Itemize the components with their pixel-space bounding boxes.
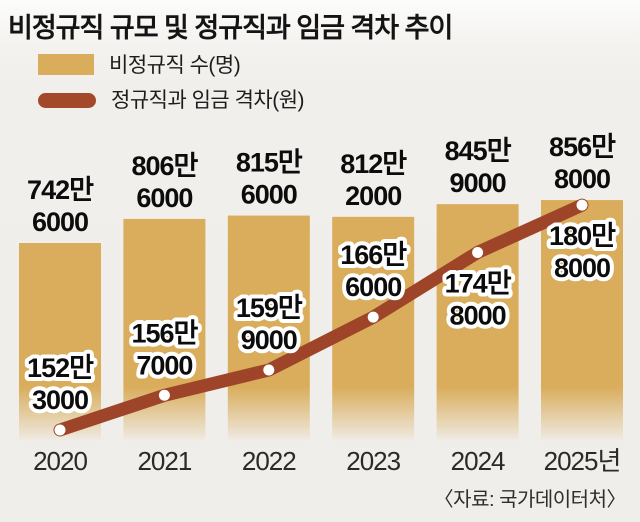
bar-swatch-icon [38,53,94,75]
line-swatch-icon [38,92,96,108]
bar-value-line2: 6000 [241,180,297,210]
line-value-line1: 180만 [549,221,616,251]
x-axis-label-2023: 2023 [346,446,400,476]
x-axis-label-2025: 2025년 [544,446,621,476]
bar-value-line1: 812만 [340,149,407,179]
data-point-2021 [158,389,170,401]
line-value-line2: 8000 [554,253,610,283]
x-axis-label-2024: 2024 [451,446,505,476]
legend-bar-label: 비정규직 수(명) [109,54,241,77]
line-value-line1: 174만 [445,268,512,298]
bar-2022 [227,215,310,441]
bar-value-line1: 856만 [549,132,616,162]
line-value-line2: 7000 [136,350,192,380]
data-point-2023 [367,311,379,323]
line-value-line1: 159만 [236,293,303,323]
line-value-line2: 3000 [32,385,88,415]
x-axis-label-2020: 2020 [33,446,87,476]
line-value-line1: 152만 [27,353,94,383]
bar-value-line1: 815만 [236,148,303,178]
bar-value-line2: 2000 [345,181,401,211]
data-point-2024 [472,246,484,258]
bar-2020 [19,243,101,441]
line-value-line2: 8000 [450,300,506,330]
data-point-2020 [54,424,66,436]
line-value-line2: 9000 [241,325,297,355]
data-point-2025 [576,199,588,211]
line-value-line1: 166만 [340,240,407,270]
line-value-line1: 156만 [131,318,198,348]
legend: 비정규직 수(명) 정규직과 임금 격차(원) [38,52,305,122]
source-credit: 〈자료: 국가데이터처〉 [433,489,627,511]
bar-value-line2: 6000 [136,183,192,213]
data-point-2022 [263,364,275,376]
legend-item-bar: 비정규직 수(명) [38,52,304,77]
x-axis-label-2022: 2022 [242,446,296,476]
bar-value-line2: 8000 [554,164,610,194]
bar-2025 [541,200,623,441]
bar-value-line1: 806만 [131,151,198,181]
wage-gap-line [53,198,589,437]
bar-value-line1: 845만 [445,136,512,166]
legend-item-line: 정규직과 임금 격차(원) [38,87,305,112]
bar-value-line1: 742만 [27,175,94,205]
line-value-line2: 6000 [345,272,401,302]
x-axis-label-2021: 2021 [137,446,191,476]
bar-value-line2: 6000 [32,207,88,237]
legend-line-label: 정규직과 임금 격차(원) [111,89,305,112]
bar-value-line2: 9000 [450,168,506,198]
chart-title: 비정규직 규모 및 정규직과 임금 격차 추이 [8,13,453,43]
